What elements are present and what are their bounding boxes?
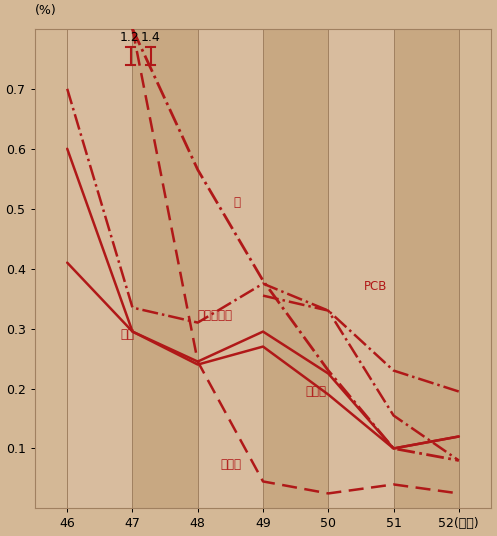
Text: PCB: PCB [364, 280, 388, 293]
Text: 砒素: 砒素 [121, 328, 135, 341]
Text: 鉛: 鉛 [234, 196, 241, 209]
Bar [67, 29, 133, 509]
Text: カドニウム: カドニウム [198, 309, 233, 322]
Text: 1.2: 1.2 [119, 31, 139, 44]
Text: シアン: シアン [221, 458, 242, 471]
Text: (%): (%) [35, 4, 56, 17]
Bar [133, 29, 198, 509]
Bar [263, 29, 329, 509]
Bar [198, 29, 263, 509]
Text: 全項目: 全項目 [306, 385, 327, 398]
Bar [394, 29, 459, 509]
Bar [329, 29, 394, 509]
Text: 1.4: 1.4 [141, 31, 161, 44]
